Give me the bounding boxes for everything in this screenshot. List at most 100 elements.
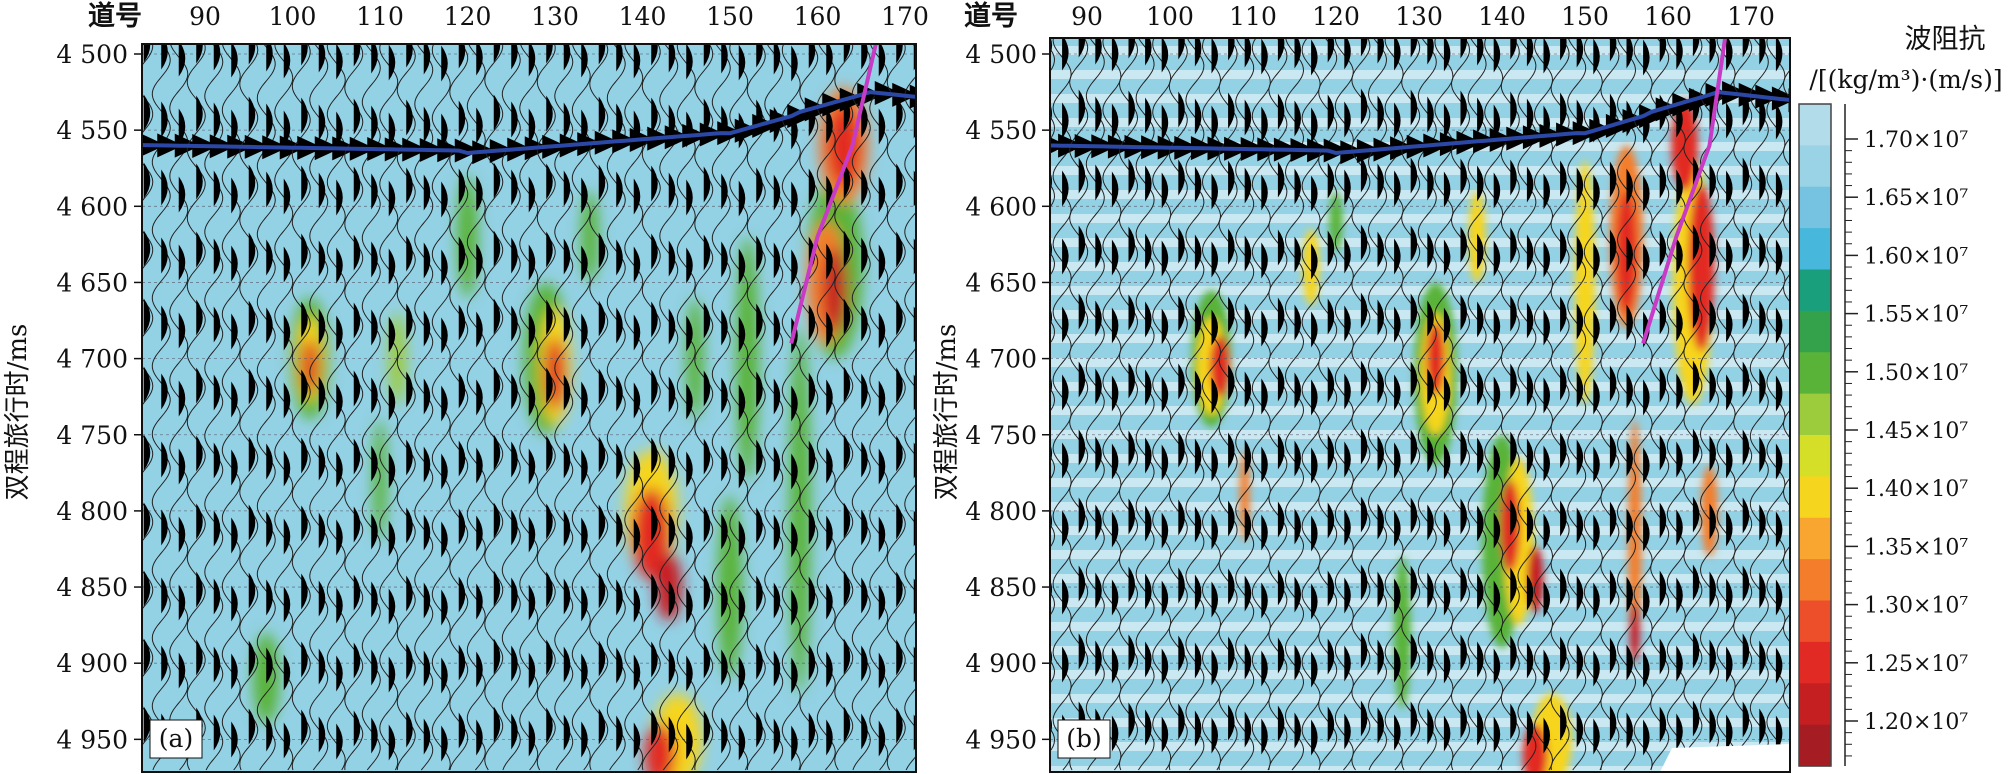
header-label-b: 道号 xyxy=(964,0,1018,32)
trace-peak xyxy=(721,581,728,618)
trace-peak xyxy=(791,385,798,422)
trace-peak xyxy=(1277,637,1285,674)
trace-peak xyxy=(318,44,326,73)
trace-peak xyxy=(1576,235,1584,272)
panel-a-tag-box xyxy=(149,719,203,759)
trace-peak xyxy=(1576,38,1584,68)
trace-peak xyxy=(1659,162,1667,199)
trace-peak xyxy=(1360,224,1368,261)
trace-peak xyxy=(1360,564,1368,601)
trace-peak xyxy=(581,177,588,214)
trace-peak xyxy=(1775,511,1783,548)
colorbar-tick-label: 1.20×10⁷ xyxy=(1864,710,1968,735)
trace-peak xyxy=(476,44,483,76)
trace-peak xyxy=(1759,504,1766,541)
trace-peak xyxy=(756,371,763,408)
trace-peak xyxy=(336,451,343,488)
trace-peak xyxy=(1360,38,1368,57)
trace-peak xyxy=(756,711,763,748)
trace-peak xyxy=(1576,507,1584,544)
seismic-trace xyxy=(904,44,916,771)
trace-peak xyxy=(178,108,186,145)
trace-peak xyxy=(1443,103,1451,140)
trace-peak xyxy=(1311,583,1318,620)
trace-peak xyxy=(1261,514,1268,551)
trace-peak xyxy=(1111,375,1119,412)
trace-peak xyxy=(476,311,483,348)
trace-peak xyxy=(651,233,658,270)
trace-peak xyxy=(1659,434,1667,471)
trace-peak xyxy=(861,373,868,410)
trace-peak xyxy=(1344,713,1351,750)
trace-peak xyxy=(703,710,711,747)
trace-peak xyxy=(1427,232,1434,269)
trace-peak xyxy=(1344,373,1351,410)
trace-peak xyxy=(546,571,553,608)
trace-peak xyxy=(1593,310,1600,347)
trace-peak xyxy=(283,178,291,215)
trace-peak xyxy=(1161,38,1169,73)
trace-peak xyxy=(1244,507,1252,544)
trace-peak xyxy=(1377,38,1384,64)
trace-peak xyxy=(1394,102,1401,139)
trace-peak xyxy=(791,521,798,558)
trace-peak xyxy=(1244,711,1252,748)
trace-peak xyxy=(791,249,798,286)
trace-peak xyxy=(178,176,186,213)
trace-peak xyxy=(1626,712,1633,749)
trace-peak xyxy=(1228,500,1235,537)
trace-peak xyxy=(1145,641,1152,678)
trace-peak xyxy=(318,716,326,753)
trace-peak xyxy=(1194,370,1202,407)
trace-peak xyxy=(861,577,868,614)
trace-peak xyxy=(1360,156,1368,193)
trace-peak xyxy=(1576,711,1584,748)
trace-peak xyxy=(633,722,641,759)
trace-peak xyxy=(1311,107,1318,144)
trace-peak xyxy=(371,581,378,618)
trace-peak xyxy=(1460,226,1467,263)
trace-peak xyxy=(1626,372,1633,409)
trace-peak xyxy=(353,234,361,271)
trace-peak xyxy=(1394,714,1401,751)
trace-peak xyxy=(1410,701,1418,738)
trace-peak xyxy=(1410,633,1418,670)
trace-peak xyxy=(1759,572,1766,609)
trace-peak xyxy=(686,451,693,488)
trace-peak xyxy=(1327,38,1335,63)
trace-peak xyxy=(1659,38,1667,63)
trace-peak xyxy=(336,247,343,284)
trace-peak xyxy=(1460,294,1467,331)
trace-peak xyxy=(1560,704,1567,741)
trace-peak xyxy=(896,435,903,472)
trace-peak xyxy=(1078,157,1086,194)
trace-peak xyxy=(196,299,203,336)
seismic-trace xyxy=(1716,38,1736,771)
trace-peak xyxy=(546,44,553,64)
trace-peak xyxy=(843,162,851,199)
trace-peak xyxy=(441,725,448,762)
trace-peak xyxy=(1626,508,1633,545)
trace-peak xyxy=(1793,431,1800,467)
trace-peak xyxy=(1460,158,1467,195)
trace-peak xyxy=(301,165,308,202)
trace-peak xyxy=(1410,497,1418,534)
trace-peak xyxy=(1078,38,1086,58)
trace-peak xyxy=(161,44,168,70)
trace-peak xyxy=(1775,647,1783,684)
trace-peak xyxy=(1493,376,1501,413)
seismic-trace xyxy=(1268,38,1288,771)
trace-peak xyxy=(616,511,623,548)
panel-a-seismic-traces xyxy=(142,44,916,771)
time-tick-label: 4 700 xyxy=(965,345,1037,374)
trace-peak xyxy=(1543,581,1550,618)
trace-peak xyxy=(493,94,501,131)
trace-peak xyxy=(703,44,711,67)
trace-peak xyxy=(336,44,343,80)
trace-peak xyxy=(336,111,343,148)
trace-peak xyxy=(1443,375,1451,412)
trace-peak xyxy=(493,162,501,199)
trace-peak xyxy=(1626,38,1633,69)
trace-peak xyxy=(511,577,518,614)
trace-peak xyxy=(1643,719,1650,756)
